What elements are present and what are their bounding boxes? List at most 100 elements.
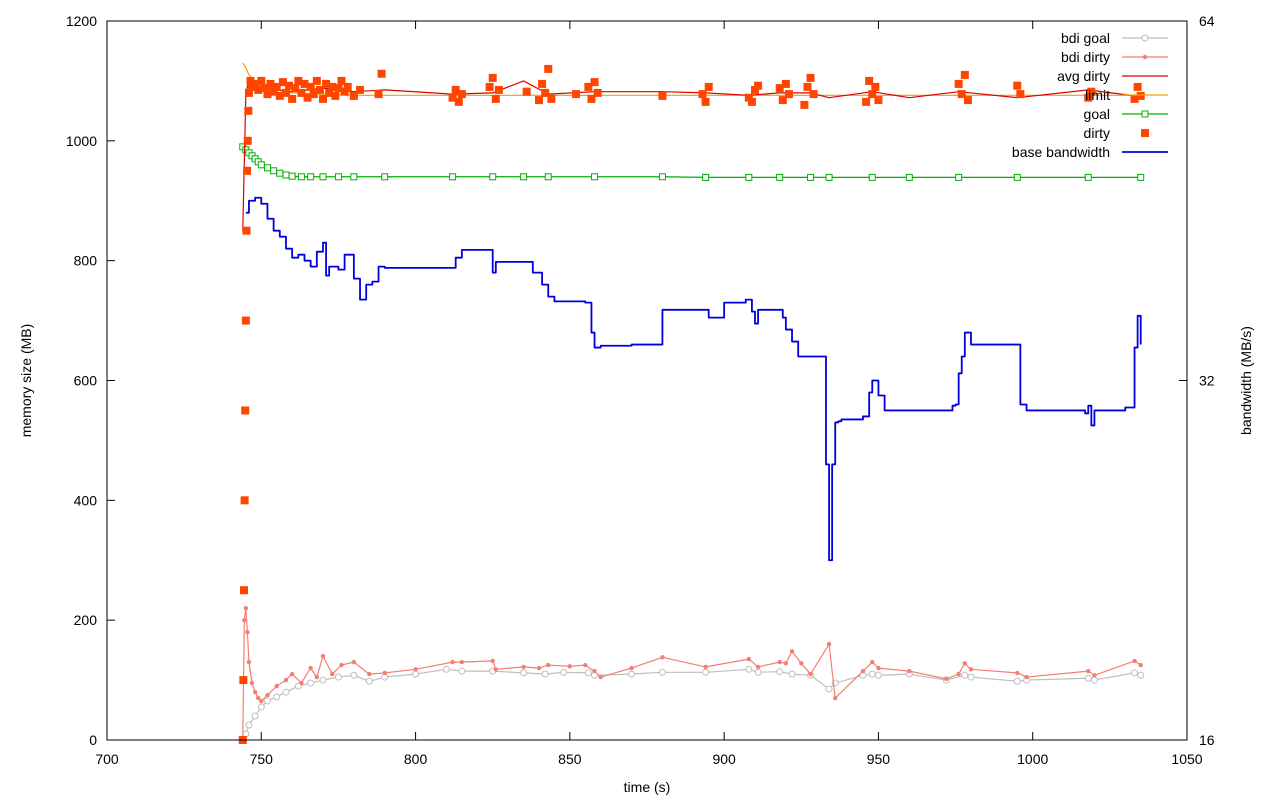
data-point-dirty	[263, 90, 272, 99]
data-point-bdi-goal	[412, 670, 420, 678]
data-point-dirty	[251, 79, 260, 88]
data-point-bdi-dirty	[289, 671, 295, 677]
data-point-bdi-goal	[263, 697, 271, 705]
legend-marker	[1142, 54, 1148, 60]
data-point-dirty	[547, 94, 556, 103]
data-point-dirty	[494, 85, 503, 94]
data-point-bdi-goal	[307, 679, 315, 687]
data-point-dirty	[488, 73, 497, 82]
data-point-dirty	[309, 90, 318, 99]
data-point-dirty	[960, 70, 969, 79]
data-point-dirty	[294, 76, 303, 85]
series-bdi-dirty	[240, 605, 1143, 743]
data-point-dirty	[800, 100, 809, 109]
data-point-bdi-dirty	[660, 655, 665, 660]
data-point-dirty	[747, 97, 756, 106]
data-point-goal	[905, 173, 913, 181]
x-axis-label: time (s)	[624, 779, 671, 795]
data-point-dirty	[246, 76, 255, 85]
data-point-bdi-dirty	[777, 659, 782, 665]
data-point-bdi-dirty	[252, 689, 258, 695]
data-point-dirty	[281, 88, 290, 97]
data-point-bdi-dirty	[598, 674, 603, 680]
tick-marks	[106, 20, 1188, 741]
data-point-bdi-dirty	[283, 677, 289, 683]
data-point-bdi-goal	[560, 668, 568, 676]
data-point-bdi-goal	[245, 721, 253, 729]
data-point-bdi-dirty	[799, 661, 804, 666]
data-point-dirty	[240, 586, 249, 595]
data-point-dirty	[315, 85, 324, 94]
data-point-dirty	[874, 96, 883, 105]
data-point-dirty	[963, 96, 972, 105]
data-point-goal	[270, 167, 278, 175]
data-point-bdi-dirty	[583, 662, 588, 668]
series-avg-dirty	[242, 80, 1135, 231]
series-goal	[239, 143, 1145, 181]
data-point-bdi-dirty	[246, 659, 252, 665]
data-point-dirty	[334, 84, 343, 93]
data-point-bdi-dirty	[808, 671, 813, 677]
data-point-bdi-dirty	[746, 656, 752, 662]
legend-label: goal	[1084, 106, 1110, 122]
data-point-bdi-dirty	[1092, 673, 1097, 678]
data-point-dirty	[868, 90, 877, 99]
data-point-dirty	[803, 82, 812, 91]
data-point-bdi-goal	[319, 676, 327, 684]
data-point-bdi-goal	[442, 665, 450, 673]
data-point-bdi-dirty	[256, 695, 261, 701]
data-point-bdi-dirty	[1024, 674, 1029, 680]
data-point-dirty	[297, 88, 306, 97]
y-tick-label: 1200	[66, 13, 97, 29]
data-point-bdi-dirty	[536, 665, 542, 671]
data-point-bdi-dirty	[274, 683, 279, 689]
series-dirty	[238, 64, 1145, 744]
data-point-bdi-dirty	[320, 653, 326, 659]
data-point-bdi-dirty	[367, 671, 372, 677]
data-point-bdi-dirty	[870, 659, 875, 665]
data-point-dirty	[257, 76, 266, 85]
data-point-bdi-dirty	[592, 668, 597, 674]
data-point-bdi-goal	[776, 668, 784, 676]
y-axis-label: memory size (MB)	[18, 324, 34, 438]
data-point-goal	[825, 173, 833, 181]
data-point-bdi-dirty	[243, 605, 249, 611]
data-point-bdi-dirty	[1138, 662, 1143, 668]
data-point-dirty	[356, 85, 365, 94]
y-tick-label: 1000	[66, 133, 97, 149]
data-point-bdi-goal	[1090, 676, 1098, 684]
data-point-bdi-goal	[874, 671, 882, 679]
data-point-dirty	[328, 82, 337, 91]
legend-item-bdi-goal: bdi goal	[1061, 30, 1168, 46]
data-point-bdi-goal	[458, 667, 466, 675]
series-bdi-goal	[239, 665, 1145, 744]
data-point-dirty	[331, 91, 340, 100]
data-point-bdi-goal	[584, 669, 592, 677]
data-point-bdi-goal	[868, 670, 876, 678]
data-point-bdi-goal	[961, 671, 969, 679]
data-point-goal	[658, 173, 666, 181]
data-point-goal	[489, 173, 497, 181]
data-point-dirty	[303, 93, 312, 102]
data-point-dirty	[957, 90, 966, 99]
data-point-dirty	[349, 91, 358, 100]
tick-labels: 700 750 800 850 900 950 1000 1050 0 200 400 600 800 1…	[66, 13, 1215, 767]
data-point-bdi-goal	[754, 668, 762, 676]
data-point-bdi-dirty	[1132, 658, 1137, 664]
data-point-goal	[276, 169, 284, 177]
data-point-bdi-dirty	[567, 664, 573, 669]
data-point-bdi-goal	[520, 669, 528, 677]
data-point-dirty	[809, 90, 818, 99]
data-point-goal	[1084, 173, 1092, 181]
y-tick-label: 800	[74, 253, 98, 269]
x-tick-label: 1050	[1171, 751, 1202, 767]
data-point-dirty	[1013, 81, 1022, 90]
data-point-dirty	[325, 88, 334, 97]
data-point-dirty	[485, 82, 494, 91]
data-point-dirty	[865, 76, 874, 85]
data-point-bdi-dirty	[259, 698, 264, 704]
data-point-dirty	[337, 76, 346, 85]
data-point-bdi-goal	[251, 712, 259, 720]
